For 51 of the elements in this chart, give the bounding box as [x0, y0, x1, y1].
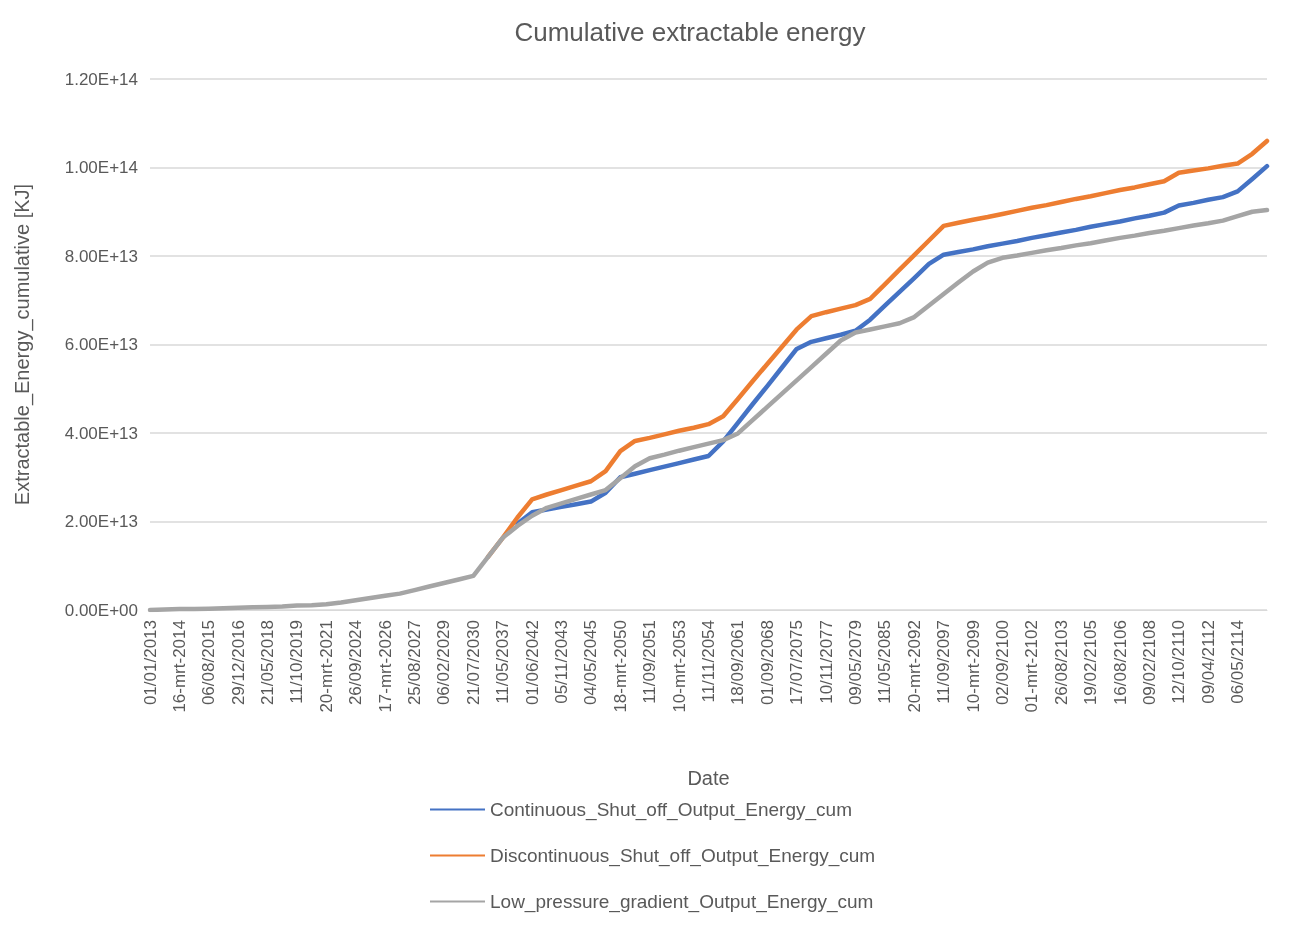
x-tick-label: 17-mrt-2026 [375, 620, 395, 713]
x-tick-label: 04/05/2045 [581, 620, 601, 706]
x-tick-label: 11/10/2019 [287, 620, 307, 704]
x-tick-label: 02/09/2100 [992, 620, 1012, 706]
x-tick-label: 10/11/2077 [816, 620, 836, 704]
x-axis-title: Date [687, 767, 730, 789]
x-tick-label: 21/05/2018 [258, 620, 278, 706]
y-tick-label: 8.00E+13 [64, 246, 138, 266]
x-tick-label: 16/08/2106 [1110, 620, 1130, 706]
x-tick-label: 20-mrt-2021 [316, 620, 336, 713]
x-tick-label: 12/10/2110 [1169, 620, 1189, 704]
y-tick-label: 2.00E+13 [64, 512, 138, 531]
x-tick-label: 18-mrt-2050 [610, 620, 630, 713]
x-tick-label: 06/08/2015 [199, 620, 219, 706]
y-tick-label: 0.00E+00 [64, 600, 138, 620]
x-tick-label: 26/09/2024 [346, 620, 366, 706]
chart-title: Cumulative extractable energy [514, 17, 866, 47]
x-tick-label: 05/11/2043 [552, 620, 572, 704]
x-tick-label: 29/12/2016 [228, 620, 248, 706]
x-tick-label: 11/09/2097 [934, 620, 954, 704]
x-tick-label: 18/09/2061 [728, 620, 748, 706]
x-tick-label: 06/02/2029 [434, 620, 454, 706]
x-tick-label: 06/05/2114 [1228, 620, 1248, 704]
x-tick-label: 01/06/2042 [522, 620, 542, 706]
x-tick-label: 11/11/2054 [699, 620, 718, 703]
y-tick-label: 1.00E+14 [64, 158, 138, 177]
x-tick-label: 09/04/2112 [1198, 620, 1218, 704]
x-tick-label: 01-mrt-2102 [1022, 620, 1042, 713]
x-tick-label: 10-mrt-2053 [669, 620, 689, 713]
x-tick-label: 20-mrt-2092 [904, 620, 924, 713]
x-tick-label: 16-mrt-2014 [169, 620, 189, 713]
x-tick-label: 10-mrt-2099 [963, 620, 983, 713]
y-tick-label: 1.20E+14 [64, 69, 138, 89]
x-tick-label: 25/08/2027 [405, 620, 425, 706]
x-tick-label: 26/08/2103 [1051, 620, 1071, 706]
x-tick-label: 17/07/2075 [787, 620, 807, 706]
x-tick-label: 11/05/2085 [875, 620, 895, 704]
y-tick-label: 4.00E+13 [64, 423, 138, 443]
x-tick-label: 11/05/2037 [493, 620, 513, 704]
legend-label: Continuous_Shut_off_Output_Energy_cum [490, 799, 852, 821]
x-tick-label: 09/05/2079 [845, 620, 865, 706]
x-tick-label: 21/07/2030 [463, 620, 483, 706]
x-tick-label: 19/02/2105 [1081, 620, 1101, 706]
legend-label: Discontinuous_Shut_off_Output_Energy_cum [490, 845, 876, 867]
y-axis-title: Extractable_Energy_cumulative [KJ] [11, 183, 34, 506]
x-tick-label: 11/09/2051 [640, 620, 660, 704]
legend-label: Low_pressure_gradient_Output_Energy_cum [490, 891, 874, 913]
y-tick-label: 6.00E+13 [64, 335, 138, 354]
x-tick-label: 01/01/2013 [140, 620, 160, 706]
x-tick-label: 09/02/2108 [1139, 620, 1159, 706]
x-tick-label: 01/09/2068 [757, 620, 777, 706]
